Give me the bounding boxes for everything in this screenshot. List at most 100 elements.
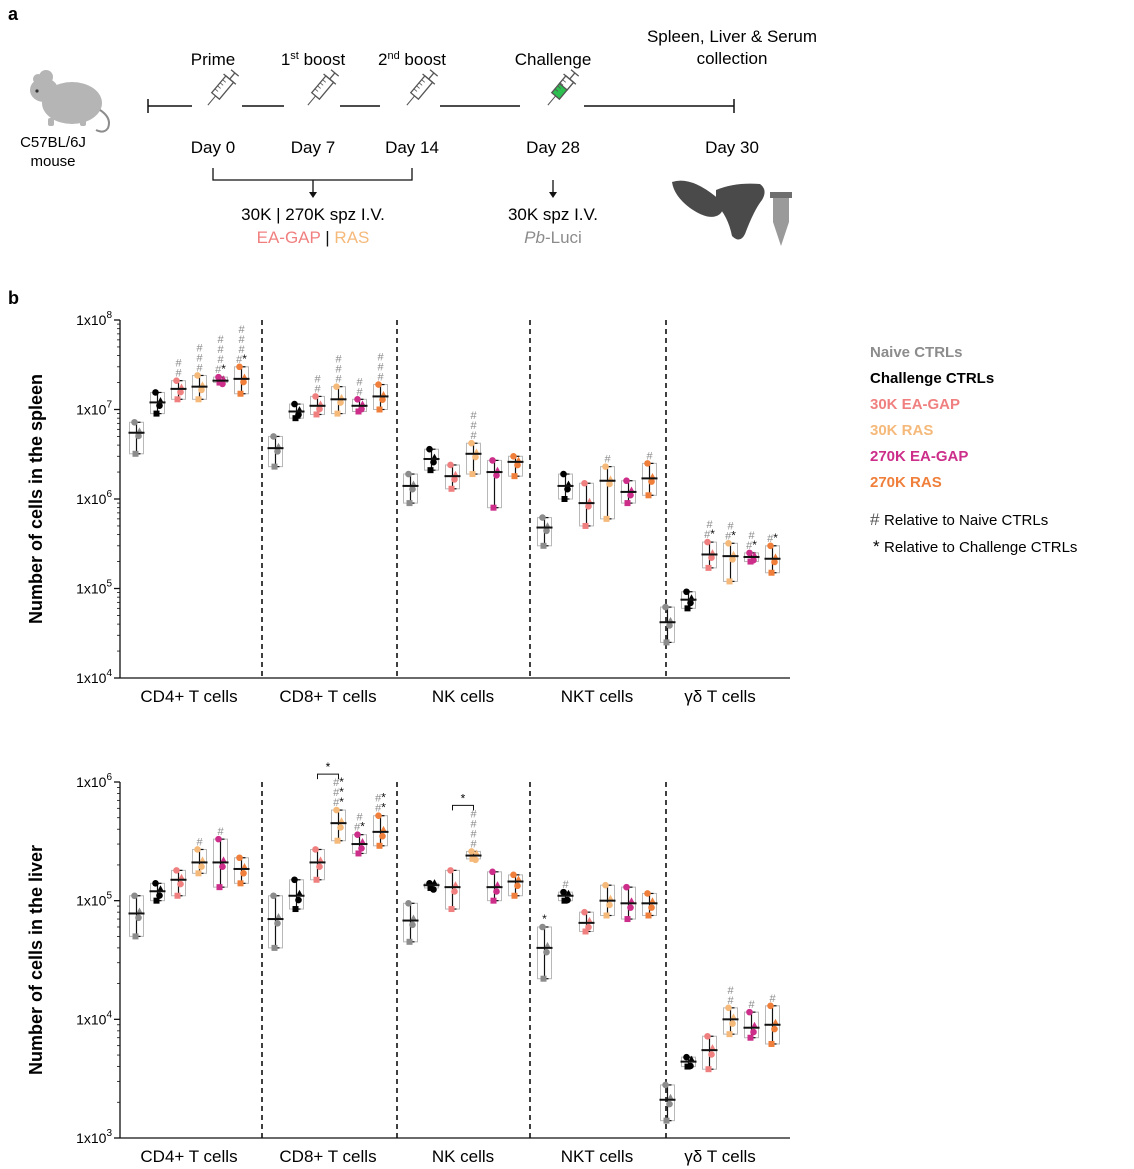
data-point bbox=[291, 400, 298, 408]
data-point bbox=[152, 389, 159, 396]
significance-mark: # bbox=[217, 354, 224, 366]
data-point bbox=[375, 381, 382, 388]
data-point bbox=[216, 884, 223, 891]
significance-mark: # bbox=[470, 410, 477, 422]
data-point bbox=[375, 812, 382, 820]
significance-mark: # bbox=[196, 342, 203, 354]
data-point bbox=[448, 485, 455, 492]
data-point bbox=[219, 863, 226, 871]
legend: Naive CTRLs Challenge CTRLs 30K EA-GAP 30K … bbox=[870, 344, 1077, 556]
data-point bbox=[236, 363, 243, 371]
data-point bbox=[274, 920, 281, 927]
data-point bbox=[452, 881, 459, 888]
data-point bbox=[704, 1032, 711, 1040]
data-point bbox=[219, 380, 226, 388]
data-point bbox=[624, 916, 631, 923]
data-point bbox=[215, 373, 222, 381]
legend-item: 30K RAS bbox=[870, 422, 933, 439]
data-point bbox=[648, 904, 655, 911]
data-point bbox=[489, 457, 496, 464]
y-tick-label: 1x103 bbox=[76, 1128, 112, 1146]
significance-mark: # bbox=[217, 344, 224, 356]
y-tick-label: 1x108 bbox=[76, 310, 112, 328]
data-point bbox=[296, 889, 303, 897]
collection-label-line2: collection bbox=[697, 49, 768, 68]
data-point bbox=[768, 569, 775, 576]
step-boost2-label: 2nd boost bbox=[378, 50, 446, 69]
data-point bbox=[644, 460, 651, 467]
data-point bbox=[410, 914, 417, 922]
data-point bbox=[607, 894, 614, 902]
data-point bbox=[560, 470, 567, 478]
step-prime-label: Prime bbox=[191, 50, 235, 69]
significance-mark: #* bbox=[333, 785, 344, 799]
data-point bbox=[708, 554, 715, 562]
syringe-icon bbox=[307, 69, 340, 106]
challenge-parasite-label: Pb-Luci bbox=[524, 228, 582, 247]
data-point bbox=[750, 556, 757, 564]
significance-mark: # bbox=[727, 995, 734, 1007]
data-point bbox=[156, 892, 163, 899]
data-point bbox=[687, 599, 694, 607]
data-point bbox=[220, 856, 227, 863]
data-point bbox=[490, 897, 497, 904]
category-label: γδ T cells bbox=[684, 687, 756, 706]
data-point bbox=[195, 396, 202, 403]
significance-mark: #* bbox=[215, 362, 226, 376]
data-point bbox=[539, 923, 546, 931]
data-point bbox=[156, 402, 163, 409]
significance-mark: # bbox=[562, 879, 569, 891]
data-point bbox=[683, 1053, 690, 1061]
significance-mark: # bbox=[314, 373, 321, 385]
data-point bbox=[240, 378, 247, 386]
step-boost1-label: 1st boost bbox=[281, 50, 346, 69]
significance-mark: # bbox=[470, 838, 477, 850]
data-point bbox=[236, 854, 243, 862]
y-tick-label: 1x106 bbox=[76, 772, 112, 790]
significance-mark: #* bbox=[333, 775, 344, 789]
significance-mark: # bbox=[356, 812, 363, 824]
data-point bbox=[468, 439, 475, 447]
data-point bbox=[237, 390, 244, 397]
data-point bbox=[746, 1008, 753, 1016]
data-point bbox=[295, 896, 302, 904]
data-point bbox=[510, 452, 517, 460]
significance-mark: # bbox=[175, 358, 182, 370]
significance-mark: # bbox=[377, 362, 384, 374]
data-point bbox=[313, 411, 320, 418]
data-point bbox=[333, 806, 340, 814]
data-point bbox=[136, 907, 143, 914]
significance-mark: #* bbox=[375, 801, 386, 815]
data-point bbox=[153, 410, 160, 417]
data-point bbox=[543, 948, 550, 956]
data-point bbox=[132, 933, 139, 940]
significance-mark: * bbox=[542, 912, 547, 926]
category-label: CD8+ T cells bbox=[279, 1147, 376, 1166]
legend-item: 270K EA-GAP bbox=[870, 448, 968, 465]
legend-item: 270K RAS bbox=[870, 474, 942, 491]
significance-mark: # bbox=[175, 368, 182, 380]
data-point bbox=[540, 975, 547, 982]
data-point bbox=[451, 476, 458, 483]
y-tick-label: 1x104 bbox=[76, 668, 112, 686]
data-point bbox=[493, 471, 500, 479]
significance-mark: # bbox=[217, 826, 224, 838]
data-point bbox=[585, 503, 592, 510]
data-point bbox=[543, 527, 550, 535]
spleen-chart: 1x104 1x105 1x106 1x107 1x108 Number of cells… bbox=[26, 310, 790, 706]
data-point bbox=[447, 867, 454, 874]
data-point bbox=[358, 405, 365, 413]
legend-hash-symbol: # bbox=[870, 510, 880, 529]
data-point bbox=[585, 923, 592, 931]
category-label: CD4+ T cells bbox=[140, 1147, 237, 1166]
data-point bbox=[448, 906, 455, 913]
data-point bbox=[539, 514, 546, 521]
data-point bbox=[379, 396, 386, 403]
data-point bbox=[560, 888, 567, 896]
data-point bbox=[292, 906, 299, 913]
data-point bbox=[628, 897, 635, 904]
data-point bbox=[334, 410, 341, 417]
data-point bbox=[514, 461, 521, 469]
data-point bbox=[667, 1093, 674, 1101]
data-point bbox=[337, 399, 344, 406]
